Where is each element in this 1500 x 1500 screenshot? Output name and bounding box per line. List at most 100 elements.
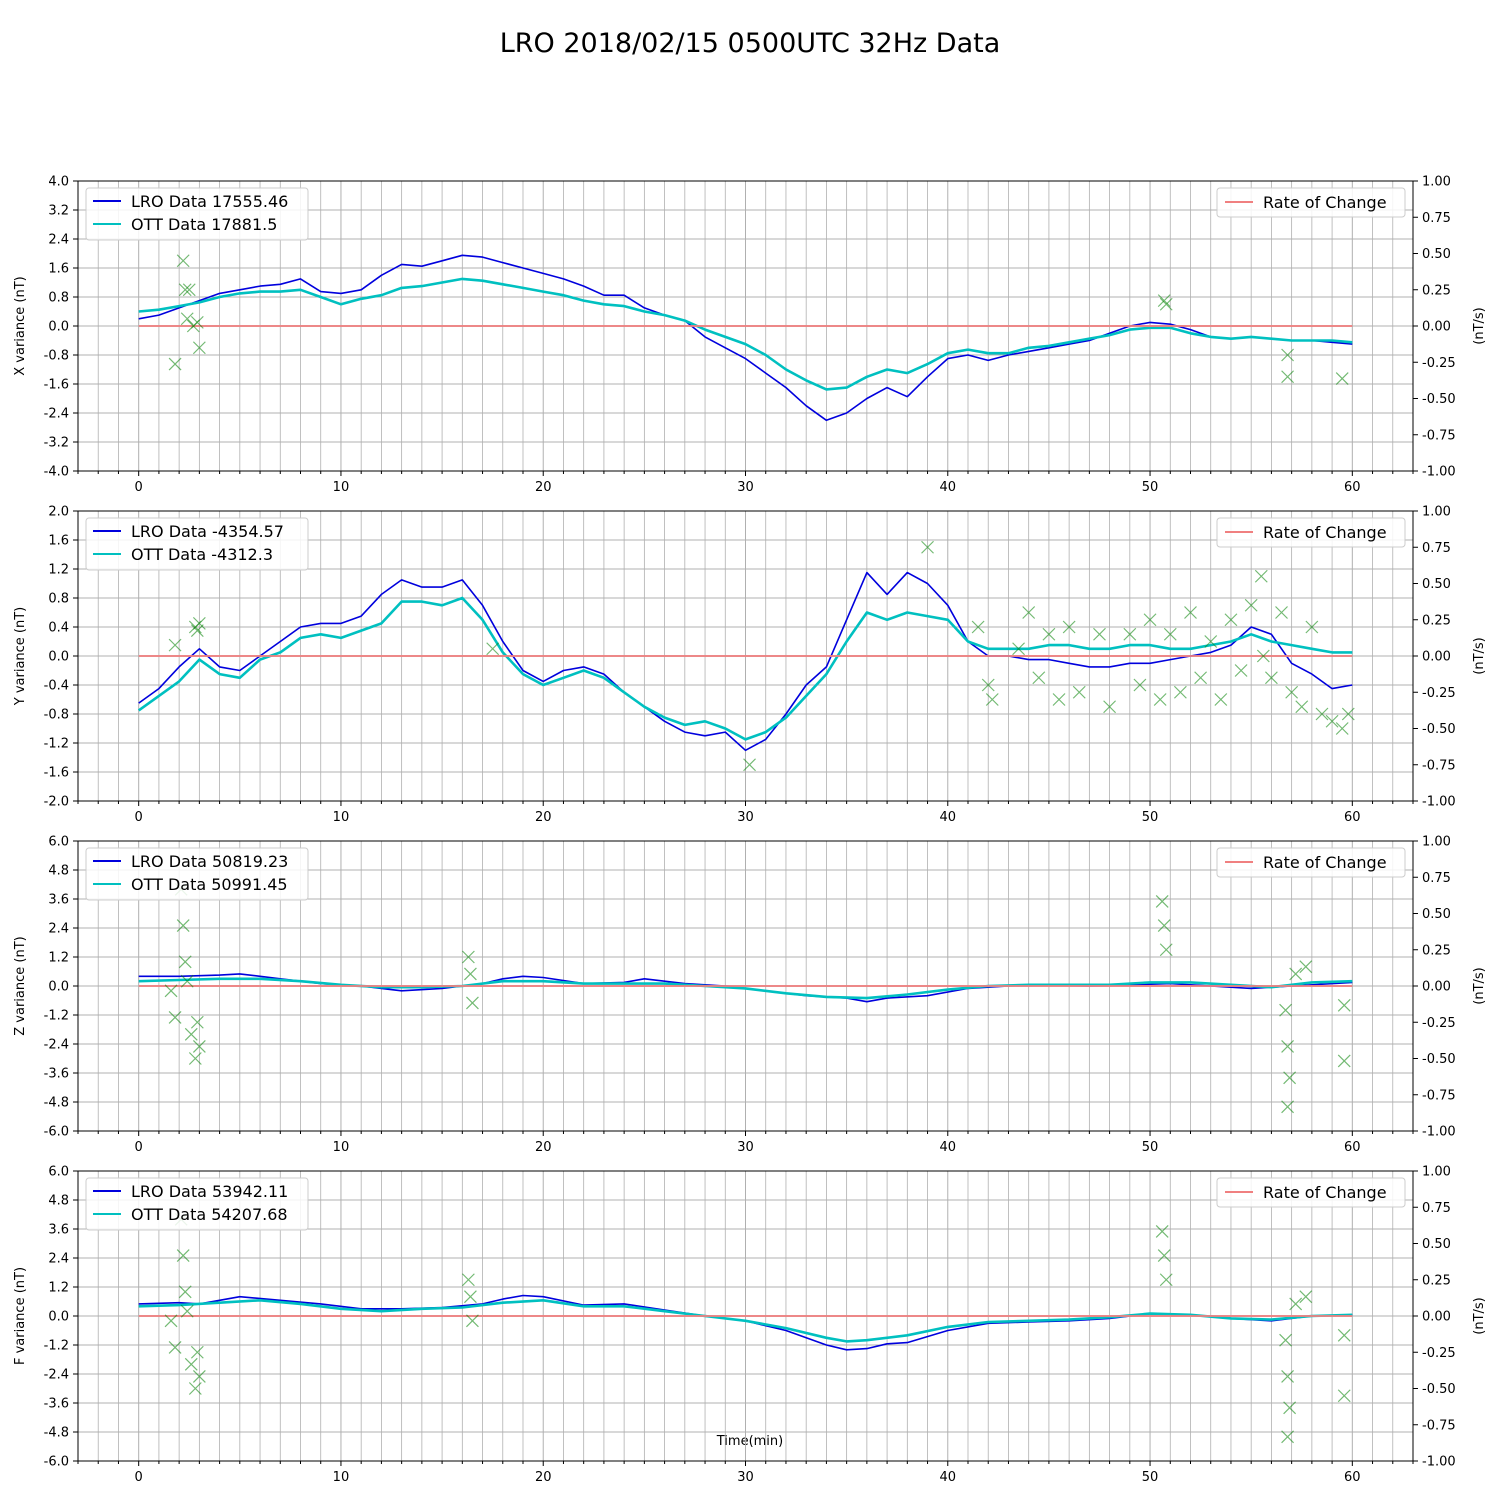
x-marker-stroke <box>178 283 192 297</box>
x-marker <box>1281 1430 1295 1444</box>
x-marker-stroke <box>180 1304 194 1318</box>
y-tick-label: 1.6 <box>48 262 69 277</box>
y-tick-label: 0.0 <box>48 320 69 335</box>
x-marker-stroke <box>168 357 182 371</box>
x-marker-stroke <box>1072 685 1086 699</box>
legend-left: LRO Data 17555.46 OTT Data 17881.5 <box>85 187 309 241</box>
y2-tick-label: -0.75 <box>1422 428 1456 443</box>
series-line-lro <box>138 254 1353 422</box>
x-marker <box>971 620 985 634</box>
x-marker-stroke <box>190 1015 204 1029</box>
x-marker <box>168 638 182 652</box>
x-marker-stroke <box>1337 1389 1351 1403</box>
x-tick-label: 50 <box>1142 480 1159 495</box>
x-marker-stroke <box>188 1052 202 1065</box>
series-line-lro <box>138 571 1353 752</box>
x-tick-label: 20 <box>535 1470 552 1485</box>
x-marker <box>1159 943 1173 957</box>
x-tick-label: 20 <box>535 1140 552 1155</box>
x-marker-stroke <box>1103 700 1117 714</box>
x-marker <box>921 540 934 554</box>
x-marker-stroke <box>1042 627 1056 641</box>
y-tick-label: -3.6 <box>44 1067 69 1082</box>
x-marker <box>1337 1389 1351 1403</box>
x-marker-stroke <box>1281 370 1295 384</box>
legend-left-entry: LRO Data 50819.23 <box>131 852 288 871</box>
panels: 0 10 20 30 40 50 60 -4.0 -3.2 -2.4 -1.6 -0.8 0.0 0.8 1… <box>13 175 1487 1486</box>
x-marker-stroke <box>164 984 178 998</box>
y-tick-label: 3.6 <box>48 1223 69 1238</box>
x-marker-stroke <box>1299 1290 1313 1304</box>
x-tick-label: 50 <box>1142 810 1159 825</box>
y2-tick-label: 0.00 <box>1422 1310 1451 1325</box>
y-tick-label: -1.2 <box>44 1339 69 1354</box>
x-marker <box>176 254 190 268</box>
x-marker <box>1155 894 1169 908</box>
x-marker <box>743 758 756 772</box>
x-marker <box>1133 678 1147 692</box>
x-marker-stroke <box>1244 598 1258 612</box>
x-marker <box>190 1015 204 1029</box>
x-marker-stroke <box>1281 1100 1295 1114</box>
x-marker <box>1155 1224 1169 1238</box>
y2-axis-label: (nT/s) <box>1472 637 1487 674</box>
y2-tick-label: 0.25 <box>1422 613 1451 628</box>
y2-tick-label: 0.00 <box>1422 980 1451 995</box>
y-tick-label: -4.8 <box>44 1426 69 1441</box>
y-axis-label: F variance (nT) <box>13 1267 28 1365</box>
y-tick-label: 1.2 <box>48 951 69 966</box>
x-marker-stroke <box>1295 700 1309 714</box>
y2-tick-label: -0.50 <box>1422 722 1456 737</box>
x-marker <box>188 1052 202 1065</box>
y2-tick-label: 0.50 <box>1422 247 1451 262</box>
x-marker-stroke <box>1224 613 1238 627</box>
x-marker-stroke <box>1159 943 1173 957</box>
x-marker-stroke <box>971 620 985 634</box>
x-marker-stroke <box>1173 685 1187 699</box>
x-marker-stroke <box>180 312 194 326</box>
y-tick-label: -6.0 <box>44 1455 69 1470</box>
x-marker <box>981 678 995 692</box>
x-marker <box>1042 627 1056 641</box>
x-marker <box>1157 294 1171 308</box>
y2-tick-label: -0.75 <box>1422 1418 1456 1433</box>
x-marker <box>192 1369 206 1383</box>
x-marker-stroke <box>461 950 475 964</box>
y-tick-label: 0.4 <box>48 621 69 636</box>
x-marker-stroke <box>1281 348 1295 362</box>
figure-title: LRO 2018/02/15 0500UTC 32Hz Data <box>500 28 1001 59</box>
x-marker-stroke <box>486 642 500 656</box>
x-marker <box>168 357 182 371</box>
y2-tick-label: 0.75 <box>1422 211 1451 226</box>
x-marker <box>1022 606 1036 619</box>
x-marker-stroke <box>1289 1297 1303 1311</box>
x-marker <box>1337 1328 1351 1342</box>
x-marker-stroke <box>1254 569 1268 583</box>
x-marker-stroke <box>1283 1401 1297 1415</box>
x-marker-stroke <box>463 1290 477 1304</box>
x-marker <box>1283 1401 1297 1415</box>
x-marker <box>180 312 194 326</box>
x-marker-stroke <box>1159 297 1173 311</box>
x-tick-label: 10 <box>333 480 350 495</box>
x-marker-stroke <box>168 1340 182 1354</box>
y2-tick-label: 0.50 <box>1422 907 1451 922</box>
y2-tick-label: -0.25 <box>1422 686 1456 701</box>
y2-tick-label: 0.75 <box>1422 541 1451 556</box>
x-marker <box>466 996 479 1010</box>
x-marker <box>1256 649 1270 663</box>
x-marker <box>1173 685 1187 699</box>
legend-left: LRO Data -4354.57 OTT Data -4312.3 <box>85 517 309 571</box>
x-marker <box>1062 620 1076 634</box>
legend-right: Rate of Change <box>1216 847 1406 878</box>
y2-tick-label: -0.50 <box>1422 1052 1456 1067</box>
x-marker <box>1337 1054 1351 1068</box>
x-marker <box>178 1285 192 1299</box>
x-marker <box>1157 919 1171 933</box>
x-marker-stroke <box>743 758 756 772</box>
y-tick-label: 3.2 <box>48 204 69 219</box>
x-marker <box>1341 707 1355 721</box>
y-tick-label: 0.0 <box>48 980 69 995</box>
y2-tick-label: -1.00 <box>1422 1455 1456 1470</box>
x-marker <box>1159 1273 1173 1287</box>
